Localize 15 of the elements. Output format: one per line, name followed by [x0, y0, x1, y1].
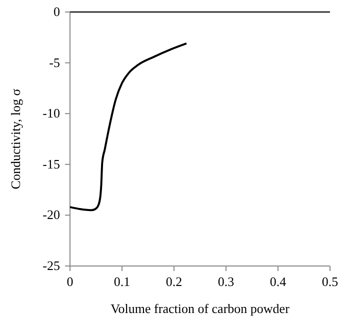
x-tick-label: 0.5 [322, 274, 338, 289]
y-tick-label: -15 [42, 156, 60, 172]
x-axis-title: Volume fraction of carbon powder [110, 301, 290, 316]
x-tick-label: 0 [66, 274, 74, 289]
x-tick-label: 0.3 [218, 274, 234, 289]
line-series [69, 42, 188, 212]
y-tick-label: 0 [54, 4, 60, 19]
x-tick-label: 0.2 [166, 274, 182, 289]
x-tick-label: 0.1 [114, 274, 130, 289]
y-tick-label: -25 [42, 258, 60, 273]
y-axis-title: Conductivity, log σ [8, 88, 23, 190]
y-tick-label: -10 [42, 106, 60, 121]
x-tick-label: 0.4 [270, 274, 287, 289]
y-tick-label: -5 [49, 54, 60, 70]
y-tick-label: -20 [42, 207, 60, 222]
